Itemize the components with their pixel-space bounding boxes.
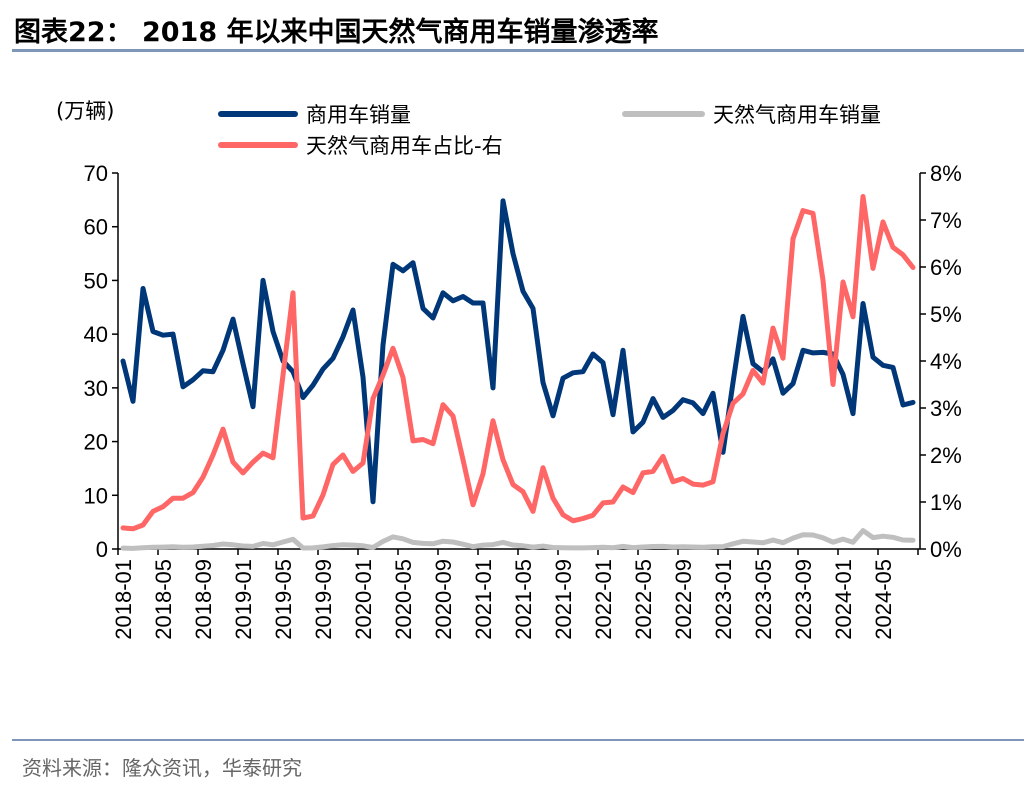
x-tick-label: 2018-09 bbox=[191, 559, 216, 640]
x-tick-label: 2019-05 bbox=[271, 559, 296, 640]
x-tick-label: 2019-09 bbox=[311, 559, 336, 640]
right-tick-label: 5% bbox=[930, 302, 962, 327]
line-ngv-share bbox=[120, 194, 916, 532]
x-tick-label: 2019-01 bbox=[231, 559, 256, 640]
left-tick-label: 50 bbox=[84, 268, 108, 293]
line-commercial-sales-group bbox=[120, 198, 916, 505]
x-tick-label: 2020-09 bbox=[431, 559, 456, 640]
right-tick-label: 2% bbox=[930, 443, 962, 468]
line-ngv-sales-group bbox=[120, 528, 916, 551]
line-ngv-share-group bbox=[120, 194, 916, 532]
left-axis-unit: (万辆) bbox=[56, 99, 114, 123]
left-tick-label: 0 bbox=[96, 537, 108, 562]
series-lines bbox=[120, 194, 916, 551]
x-tick-label: 2021-09 bbox=[551, 559, 576, 640]
chart-title: 图表22： 2018 年以来中国天然气商用车销量渗透率 bbox=[14, 17, 659, 48]
x-tick-label: 2024-01 bbox=[831, 559, 856, 640]
x-tick-label: 2024-05 bbox=[871, 559, 896, 640]
x-tick-label: 2023-05 bbox=[751, 559, 776, 640]
left-tick-label: 20 bbox=[84, 430, 108, 455]
x-tick-label: 2020-01 bbox=[351, 559, 376, 640]
x-tick-label: 2021-05 bbox=[511, 559, 536, 640]
right-tick-label: 3% bbox=[930, 396, 962, 421]
legend-label-share: 天然气商用车占比-右 bbox=[306, 134, 503, 158]
left-tick-label: 40 bbox=[84, 322, 108, 347]
legend: 商用车销量 天然气商用车销量 天然气商用车占比-右 bbox=[218, 103, 881, 158]
legend-label-ngv: 天然气商用车销量 bbox=[713, 103, 881, 127]
line-ngv-sales bbox=[120, 528, 916, 551]
right-tick-label: 4% bbox=[930, 349, 962, 374]
x-tick-label: 2018-05 bbox=[151, 559, 176, 640]
left-tick-label: 70 bbox=[84, 161, 108, 186]
x-tick-label: 2018-01 bbox=[111, 559, 136, 640]
right-tick-label: 0% bbox=[930, 537, 962, 562]
right-tick-label: 6% bbox=[930, 255, 962, 280]
x-tick-label: 2022-01 bbox=[591, 559, 616, 640]
line-commercial-sales bbox=[120, 198, 916, 505]
x-tick-label: 2022-05 bbox=[631, 559, 656, 640]
left-tick-label: 10 bbox=[84, 483, 108, 508]
legend-label-commercial: 商用车销量 bbox=[306, 103, 411, 127]
source-note: 资料来源：隆众资讯，华泰研究 bbox=[22, 756, 302, 780]
x-tick-label: 2023-09 bbox=[791, 559, 816, 640]
title-divider bbox=[12, 49, 1024, 52]
footer-divider bbox=[12, 739, 1024, 741]
x-tick-label: 2023-01 bbox=[711, 559, 736, 640]
right-tick-label: 1% bbox=[930, 490, 962, 515]
left-tick-label: 30 bbox=[84, 376, 108, 401]
x-tick-label: 2022-09 bbox=[671, 559, 696, 640]
x-tick-label: 2021-01 bbox=[471, 559, 496, 640]
right-tick-label: 8% bbox=[930, 161, 962, 186]
x-tick-label: 2020-05 bbox=[391, 559, 416, 640]
right-tick-label: 7% bbox=[930, 208, 962, 233]
axes: 0 10 20 30 40 50 60 70 0% 1% 2% 3% 4% 5% 6% 7% 8% 2018-01… bbox=[84, 161, 962, 640]
left-tick-label: 60 bbox=[84, 215, 108, 240]
